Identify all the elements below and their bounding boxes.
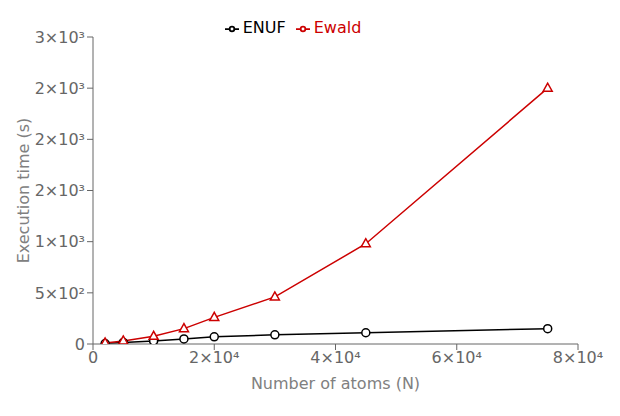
svg-text:2×10³: 2×10³ [35, 130, 85, 149]
svg-text:2×10³: 2×10³ [35, 181, 85, 200]
svg-text:8×10⁴: 8×10⁴ [553, 348, 603, 367]
svg-text:0: 0 [75, 335, 85, 354]
svg-text:2×10⁴: 2×10⁴ [189, 348, 239, 367]
svg-text:1×10³: 1×10³ [35, 232, 85, 251]
svg-text:3×10³: 3×10³ [35, 28, 85, 47]
svg-text:Execution time (s): Execution time (s) [14, 118, 33, 264]
svg-text:2×10³: 2×10³ [35, 79, 85, 98]
svg-text:5×10²: 5×10² [35, 284, 85, 303]
svg-text:0: 0 [88, 348, 98, 367]
svg-text:6×10⁴: 6×10⁴ [432, 348, 482, 367]
html-text:Ewald: Ewald [313, 18, 362, 37]
svg-text:Number of atoms (N): Number of atoms (N) [251, 374, 420, 393]
html-text:ENUF: ENUF [242, 18, 286, 37]
svg-text:4×10⁴: 4×10⁴ [310, 348, 360, 367]
